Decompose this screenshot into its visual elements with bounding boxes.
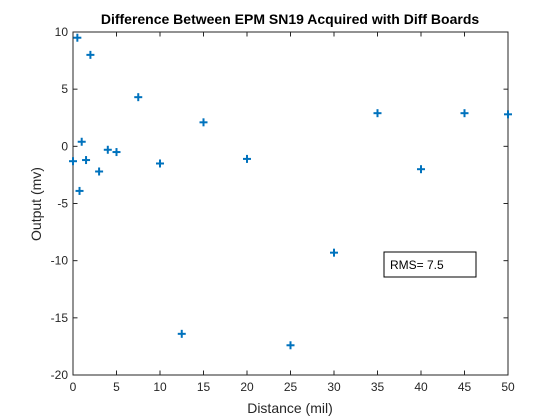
data-point <box>103 145 112 154</box>
y-tick-label: 5 <box>61 82 68 96</box>
data-point <box>134 93 143 102</box>
data-point <box>177 329 186 338</box>
x-axis-label: Distance (mil) <box>247 400 333 416</box>
y-tick-label: 0 <box>61 139 68 153</box>
data-point <box>69 157 77 166</box>
y-tick-label: -20 <box>51 368 69 382</box>
x-tick-label: 0 <box>70 380 77 394</box>
x-tick-label: 35 <box>371 380 385 394</box>
y-tick-label: -15 <box>51 311 69 325</box>
x-tick-label: 45 <box>458 380 472 394</box>
data-point <box>73 33 82 42</box>
rms-annotation-box <box>383 251 477 278</box>
data-point <box>330 248 338 257</box>
data-point <box>286 341 295 350</box>
chart-title: Difference Between EPM SN19 Acquired wit… <box>101 11 480 27</box>
x-tick-label: 15 <box>197 380 211 394</box>
x-tick-label: 40 <box>414 380 428 394</box>
y-axis-label: Output (mv) <box>28 167 44 241</box>
data-point <box>460 109 469 118</box>
x-tick-label: 25 <box>284 380 298 394</box>
data-point <box>417 165 425 174</box>
x-tick-label: 30 <box>327 380 341 394</box>
x-tick-label: 10 <box>153 380 167 394</box>
data-point <box>75 186 84 195</box>
data-point <box>77 137 86 146</box>
data-point <box>504 110 512 119</box>
y-tick-label: -10 <box>51 254 69 268</box>
data-point <box>199 118 208 127</box>
data-point <box>95 167 104 176</box>
rms-annotation: RMS= 7.5 <box>383 251 477 278</box>
data-point <box>86 50 95 59</box>
data-point <box>243 154 251 163</box>
data-points <box>69 33 512 350</box>
plot-frame <box>72 31 509 376</box>
data-point <box>112 148 121 157</box>
rms-annotation-text: RMS= 7.5 <box>390 258 444 272</box>
x-tick-label: 50 <box>501 380 515 394</box>
data-point <box>82 156 91 165</box>
x-tick-label: 20 <box>240 380 254 394</box>
x-tick-label: 5 <box>113 380 120 394</box>
y-tick-label: 10 <box>55 25 69 39</box>
plot-axes <box>72 31 509 376</box>
axis-ticks: 0 5 10 15 20 25 30 35 40 45 50 -20 -15 -10 -5 0 5 10 <box>51 25 515 394</box>
data-point <box>373 109 382 118</box>
data-point <box>156 159 164 168</box>
y-tick-label: -5 <box>57 197 68 211</box>
